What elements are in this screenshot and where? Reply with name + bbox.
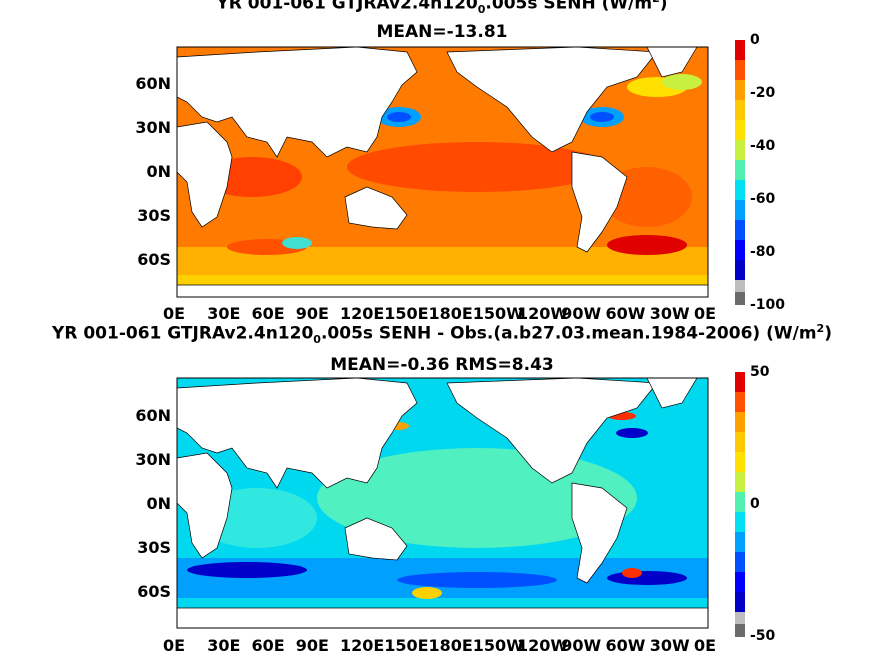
panel1-lon-tick: 60E [251,304,285,323]
panel2-lon-tick: 180E [428,636,473,655]
panel1-title: YR 001-061 GTJRAv2.4n1200.005s SENH (W/m… [216,0,668,17]
panel1-lon-tick: 120E [340,304,385,323]
panel2-lon-tick: 120W [517,636,569,655]
panel1-gulf-stream-core [590,112,614,122]
panel2-stats: MEAN=-0.36 RMS=8.43 [330,355,554,375]
panel1-lon-tick: 120W [517,304,569,323]
panel1-colorbar-tick: -40 [750,138,776,154]
panel2-lon-tick: 30E [207,636,241,655]
panel1-tropical-pacific [347,142,607,192]
panel1-colorbar [735,40,745,305]
panel2-lon-tick: 60W [605,636,646,655]
panel1-agulhas-cool [282,237,312,249]
panel1-lon-tick: 60W [605,304,646,323]
panel1-lon-tick: 30E [207,304,241,323]
panel1-land-eurasia [176,46,418,158]
panel1-lat-tick: 60S [137,250,171,269]
panel1-land-antarctica [176,284,709,298]
panel2-southern-minimum [187,562,307,578]
panel1-lon-tick: 180E [428,304,473,323]
panel1-lat-tick: 60N [135,74,171,93]
panel1-stats: MEAN=-13.81 [376,22,508,42]
panel1-nordic-seas [662,74,702,90]
panel2-colorbar-tick: 50 [750,364,770,380]
panel1-land-south-america [571,151,628,253]
panel2-lon-tick: 150E [384,636,429,655]
panel2-gulf-stream-cold [616,428,648,438]
panel2-lon-tick: 120E [340,636,385,655]
panel1-colorbar-tick: -80 [750,244,776,260]
panel1-colorbar-tick: -60 [750,191,776,207]
panel2-lon-tick: 90W [561,636,602,655]
panel2-map [176,377,709,629]
panel2-lon-tick: 0E [163,636,186,655]
panel2-colorbar-tick: -50 [750,628,776,644]
panel2-land-antarctica [176,607,709,629]
panel1-map-frame [176,46,709,298]
panel2-colorbar [735,372,745,637]
panel1-colorbar-tick: 0 [750,32,760,48]
panel2-ross-warm [412,587,442,599]
panel2-lon-tick: 60E [251,636,285,655]
panel1-argentine-basin [607,235,687,255]
panel1-lon-tick: 150E [384,304,429,323]
panel2-colorbar-tick: 0 [750,496,760,512]
panel2-lat-tick: 30S [137,538,171,557]
panel1-land-africa [176,121,233,228]
panel1-lat-tick: 30S [137,206,171,225]
panel1-colorbar-tick: -20 [750,85,776,101]
panel1-lon-tick: 90E [295,304,329,323]
panel1-land-australia [344,186,408,230]
panel1-lon-tick: 90W [561,304,602,323]
panel2-lat-tick: 0N [146,494,171,513]
panel2-lat-tick: 60N [135,406,171,425]
panel2-lon-tick: 150W [472,636,524,655]
panel1-lon-tick: 0E [163,304,186,323]
panel2-lon-tick: 30W [649,636,690,655]
panel1-lon-tick: 150W [472,304,524,323]
panel1-map [176,46,709,298]
panel1-kuroshio-core [387,112,411,122]
panel2-pacific-southern [397,572,557,588]
panel2-title: YR 001-061 GTJRAv2.4n1200.005s SENH - Ob… [52,322,832,347]
panel2-land-africa [176,452,233,559]
panel2-lat-tick: 30N [135,450,171,469]
panel1-colorbar-tick: -100 [750,297,786,313]
panel2-lon-tick: 0E [694,636,717,655]
panel2-lon-tick: 90E [295,636,329,655]
panel1-lat-tick: 30N [135,118,171,137]
panel1-lon-tick: 30W [649,304,690,323]
panel2-land-eurasia [176,377,418,489]
panel2-brazil-current [622,568,642,578]
panel2-map-frame [176,377,709,629]
panel2-land-south-america [571,482,628,584]
panel2-atlantic-southern [607,571,687,585]
panel2-land-australia [344,517,408,561]
panel1-lat-tick: 0N [146,162,171,181]
panel2-lat-tick: 60S [137,582,171,601]
panel1-lon-tick: 0E [694,304,717,323]
